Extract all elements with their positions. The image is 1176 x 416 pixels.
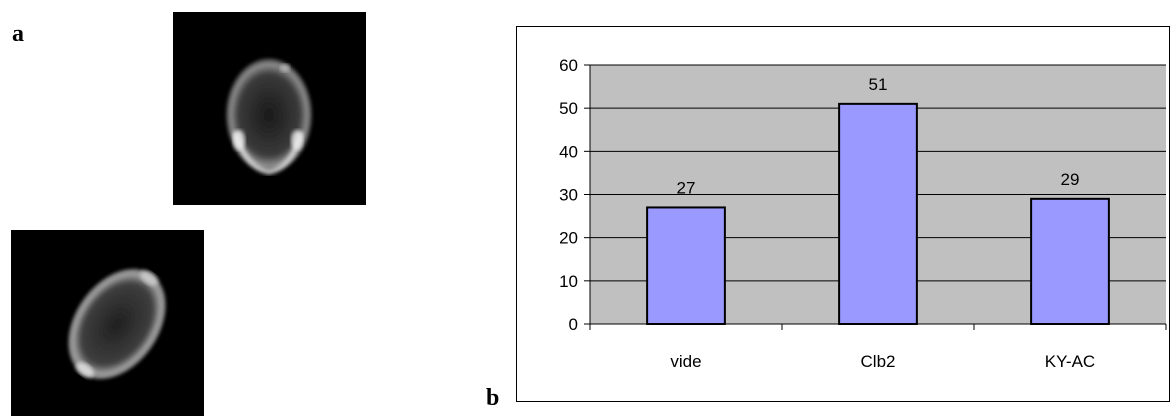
microscopy-image-bottom	[11, 230, 204, 416]
panel-label-a: a	[12, 21, 24, 47]
y-tick-label: 50	[559, 99, 578, 118]
y-tick-label: 20	[559, 229, 578, 248]
fluorescent-cell-top	[225, 57, 313, 175]
bar-vide	[646, 206, 726, 325]
data-label: 29	[1061, 170, 1080, 189]
y-tick-label: 40	[559, 142, 578, 161]
bar-clb2	[838, 102, 918, 325]
microscopy-image-top	[173, 12, 366, 205]
x-category-label: vide	[670, 352, 701, 371]
x-category-label: Clb2	[861, 352, 896, 371]
data-label: 27	[677, 178, 696, 197]
data-label: 51	[869, 75, 888, 94]
bar-ky-ac	[1030, 197, 1110, 325]
x-category-label: KY-AC	[1045, 352, 1095, 371]
bar-chart-svg: 0 10 20 30 40 50 60 27 vide 51 Clb2 29 KY-AC	[559, 56, 1167, 371]
bar-chart: 0 10 20 30 40 50 60 27 vide 51 Clb2 29 KY-AC	[516, 26, 1170, 402]
panel-label-b: b	[486, 385, 500, 411]
y-tick-label: 10	[559, 272, 578, 291]
y-tick-label: 60	[559, 56, 578, 75]
y-tick-label: 0	[569, 315, 578, 334]
y-tick-label: 30	[559, 186, 578, 205]
fluorescent-cell-bottom	[67, 267, 167, 381]
